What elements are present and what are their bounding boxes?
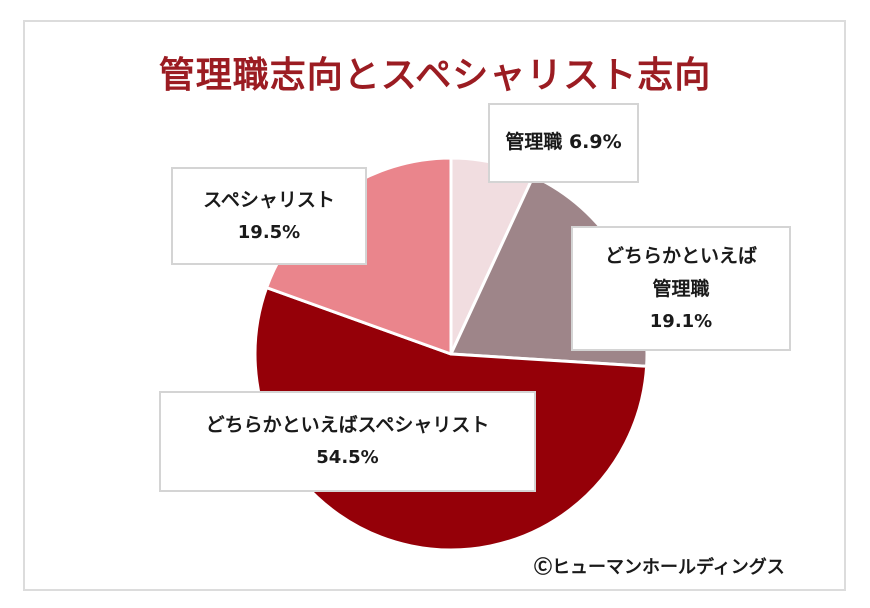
label-specialist-text: スペシャリスト [203,188,335,211]
label-dochira-kanrishoku: どちらかといえば 管理職 19.1% [571,226,791,351]
copyright-text: Ⓒヒューマンホールディングス [534,557,785,578]
label-kanrishoku: 管理職 6.9% [488,103,639,183]
label-dochira-specialist-pct: 54.5% [316,447,379,469]
label-dochira-specialist-text: どちらかといえばスペシャリスト [205,414,490,437]
label-dochira-kanrishoku-pct: 19.1% [649,311,713,332]
chart-title: 管理職志向とスペシャリスト志向 [158,55,712,96]
label-dochira-specialist: どちらかといえばスペシャリスト 54.5% [159,391,536,492]
label-dochira-kanrishoku-line1: どちらかといえば [604,244,757,267]
label-specialist-pct: 19.5% [237,221,301,243]
label-dochira-kanrishoku-line2: 管理職 [652,277,710,300]
label-kanrishoku-text: 管理職 6.9% [505,131,622,154]
label-specialist: スペシャリスト 19.5% [171,167,367,265]
